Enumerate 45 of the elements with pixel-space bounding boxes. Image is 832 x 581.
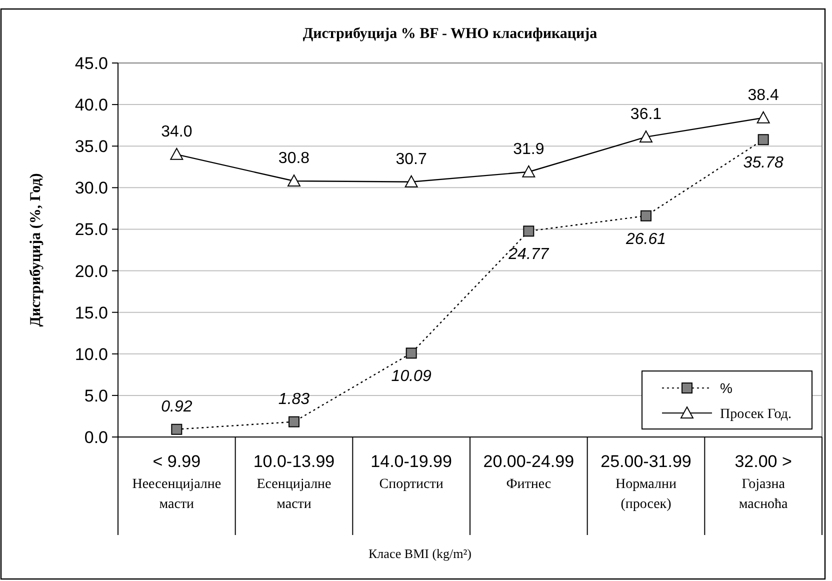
x-tick-label: < 9.99 Неесенцијалне масти <box>132 452 222 512</box>
data-label: 26.61 <box>624 230 666 248</box>
y-tick-label: 45.0 <box>74 54 108 73</box>
point <box>171 424 182 435</box>
y-tick-label: 40.0 <box>74 96 108 115</box>
data-label: 34.0 <box>161 123 192 140</box>
data-label: 24.77 <box>508 246 550 264</box>
chart-title: Дистрибуција % BF - WHO класификација <box>302 26 598 42</box>
y-axis-title: Дистрибуција (%, Год) <box>28 173 44 327</box>
data-label: 30.8 <box>278 150 310 168</box>
data-label: 30.7 <box>396 150 428 168</box>
data-label: 10.09 <box>391 368 432 386</box>
y-tick-label: 10.0 <box>74 344 108 364</box>
y-tick-label: 5.0 <box>84 386 108 406</box>
point <box>640 130 652 142</box>
data-label: 36.1 <box>630 106 662 123</box>
point <box>404 175 418 188</box>
data-label: 0.92 <box>161 398 192 416</box>
data-label: 38.4 <box>748 86 780 104</box>
data-label: 1.83 <box>278 390 310 408</box>
y-tick-label: 35.0 <box>74 137 108 156</box>
legend-label: Просек Год. <box>720 407 792 422</box>
point <box>406 348 417 359</box>
x-tick-label: 10.0-13.99 Есенцијалне масти <box>253 452 335 512</box>
y-tick-label: 20.0 <box>74 262 108 281</box>
x-axis-title: Класе BMI (kg/m²) <box>368 546 472 561</box>
x-tick-label: 20.00-24.99 Фитнес <box>483 452 574 492</box>
legend-label: % <box>720 380 732 396</box>
point <box>288 174 300 187</box>
data-label: 35.78 <box>743 154 784 172</box>
x-tick-label: 32.00 > Гојазна масноћа <box>734 452 792 512</box>
point <box>522 165 536 178</box>
x-tick-label: 25.00-31.99 Нормални (просек) <box>600 452 692 512</box>
x-tick-label: 14.0-19.99 Спортисти <box>370 452 452 492</box>
data-label: 31.9 <box>513 140 544 158</box>
point <box>288 416 300 428</box>
point <box>756 111 770 124</box>
point <box>170 148 184 160</box>
y-tick-label: 25.0 <box>74 220 108 240</box>
point <box>640 210 652 222</box>
point <box>523 226 534 237</box>
point <box>758 134 769 146</box>
y-tick-label: 0.0 <box>84 428 108 447</box>
y-tick-label: 15.0 <box>74 303 108 322</box>
y-tick-label: 30.0 <box>74 178 108 198</box>
